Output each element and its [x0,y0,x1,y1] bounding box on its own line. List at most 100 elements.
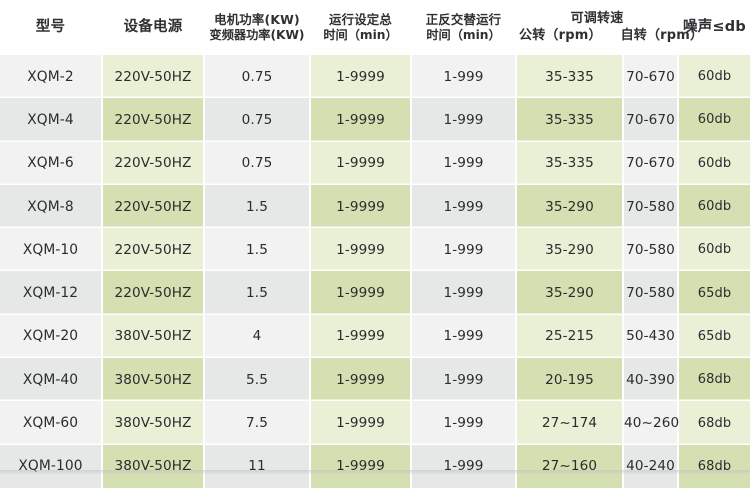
cell-alt_run: 1-999 [411,55,517,99]
table-body: XQM-2 220V-50HZ 0.75 1-9999 1-999 35-335 70-67… [0,55,750,488]
table-row: XQM-10 220V-50HZ 1.5 1-9999 1-999 35-290 70-58… [0,228,750,272]
table-row: XQM-60 380V-50HZ 7.5 1-9999 1-999 27~174 40~26… [0,401,750,445]
cell-model: XQM-6 [0,141,103,185]
cell-noise: 60db [678,55,750,99]
table-row: XQM-6 220V-50HZ 0.75 1-9999 1-999 35-335 70-67… [0,141,750,185]
cell-motor_power: 5.5 [204,358,311,402]
column-header-model-label: 型号 [35,18,66,35]
column-header-power-supply: 设备电源 [102,0,205,55]
table-row: XQM-20 380V-50HZ 4 1-9999 1-999 25-215 50-430 6… [0,314,750,359]
cell-motor_power: 1.5 [204,271,311,315]
cell-rotation: 70-580 [623,184,679,229]
column-header-model: 型号 [0,0,103,55]
cell-power_supply: 220V-50HZ [102,98,205,142]
cell-rotation: 70-580 [623,228,679,272]
column-header-rotation-label: 自转（rpm） [620,27,704,43]
cell-revolution: 35-290 [516,228,624,272]
column-header-run-total-time-unit: 时间（min） [323,27,398,42]
cell-revolution: 20-195 [516,358,624,402]
cell-model: XQM-60 [0,401,103,445]
cell-rotation: 40-240 [623,444,679,488]
cell-rotation: 40~260 [623,401,679,445]
table-row: XQM-12 220V-50HZ 1.5 1-9999 1-999 35-290 70-58… [0,271,750,315]
cell-run_total: 1-9999 [310,444,412,488]
cell-noise: 65db [678,314,750,359]
cell-power_supply: 380V-50HZ [102,444,205,488]
column-header-adjustable-speed-group: 可调转速 公转（rpm） 自转（rpm） [516,0,703,55]
cell-motor_power: 1.5 [204,228,311,272]
cell-power_supply: 380V-50HZ [102,314,205,359]
cell-revolution: 35-290 [516,271,624,315]
cell-model: XQM-8 [0,184,103,229]
cell-noise: 68db [678,444,750,488]
cell-noise: 60db [678,184,750,229]
table-header: 型号 设备电源 电机功率(KW) 变频器功率(KW) 运行设定总 时间（min）… [0,0,750,55]
cell-model: XQM-4 [0,98,103,142]
cell-revolution: 25-215 [516,314,624,359]
cell-motor_power: 11 [204,444,311,488]
column-header-noise: 噪声≤db [678,0,750,55]
cell-model: XQM-40 [0,358,103,402]
table-row: XQM-8 220V-50HZ 1.5 1-9999 1-999 35-290 70-580… [0,184,750,229]
cell-power_supply: 220V-50HZ [102,184,205,229]
cell-noise: 60db [678,98,750,142]
cell-power_supply: 380V-50HZ [102,358,205,402]
column-header-inverter-power-label: 变频器功率(KW) [209,27,305,42]
cell-model: XQM-2 [0,55,103,99]
cell-run_total: 1-9999 [310,55,412,99]
column-header-motor-power-label: 电机功率(KW) [214,11,300,27]
table-row: XQM-2 220V-50HZ 0.75 1-9999 1-999 35-335 70-67… [0,55,750,99]
column-header-run-total-time: 运行设定总 时间（min） [310,0,412,55]
cell-run_total: 1-9999 [310,184,412,229]
cell-revolution: 35-335 [516,55,624,99]
cell-motor_power: 0.75 [204,98,311,142]
cell-motor_power: 4 [204,314,311,359]
cell-motor_power: 7.5 [204,401,311,445]
table-row: XQM-40 380V-50HZ 5.5 1-9999 1-999 20-195 40-39… [0,358,750,402]
column-header-alternating-run-time-label: 正反交替运行 [425,11,502,27]
cell-run_total: 1-9999 [310,271,412,315]
cell-model: XQM-12 [0,271,103,315]
cell-rotation: 50-430 [623,314,679,359]
cell-noise: 68db [678,401,750,445]
cell-noise: 65db [678,271,750,315]
cell-rotation: 70-670 [623,98,679,142]
cell-power_supply: 220V-50HZ [102,228,205,272]
cell-noise: 60db [678,141,750,185]
cell-revolution: 27~174 [516,401,624,445]
cell-noise: 68db [678,358,750,402]
cell-model: XQM-20 [0,314,103,359]
column-header-motor-power: 电机功率(KW) 变频器功率(KW) [204,0,311,55]
table-row: XQM-4 220V-50HZ 0.75 1-9999 1-999 35-335 70-67… [0,98,750,142]
cell-alt_run: 1-999 [411,141,517,185]
column-header-noise-label: 噪声≤db [683,18,746,35]
cell-rotation: 70-670 [623,55,679,99]
cell-model: XQM-10 [0,228,103,272]
cell-power_supply: 380V-50HZ [102,401,205,445]
cell-run_total: 1-9999 [310,314,412,359]
cell-revolution: 35-335 [516,141,624,185]
cell-alt_run: 1-999 [411,358,517,402]
cell-run_total: 1-9999 [310,98,412,142]
table-row: XQM-100 380V-50HZ 11 1-9999 1-999 27~160 40-24… [0,444,750,488]
cell-revolution: 35-335 [516,98,624,142]
column-header-alternating-run-time-unit: 时间（min） [426,27,501,42]
cell-motor_power: 0.75 [204,141,311,185]
cell-revolution: 27~160 [516,444,624,488]
cell-run_total: 1-9999 [310,358,412,402]
cell-rotation: 70-580 [623,271,679,315]
table-bottom-shadow [0,470,750,475]
cell-model: XQM-100 [0,444,103,488]
cell-alt_run: 1-999 [411,271,517,315]
column-header-run-total-time-label: 运行设定总 [329,11,392,27]
table-header-row: 型号 设备电源 电机功率(KW) 变频器功率(KW) 运行设定总 时间（min）… [0,0,750,55]
cell-revolution: 35-290 [516,184,624,229]
cell-alt_run: 1-999 [411,228,517,272]
column-header-alternating-run-time: 正反交替运行 时间（min） [411,0,517,55]
cell-rotation: 70-670 [623,141,679,185]
cell-power_supply: 220V-50HZ [102,141,205,185]
column-header-power-supply-label: 设备电源 [123,18,183,35]
cell-alt_run: 1-999 [411,401,517,445]
